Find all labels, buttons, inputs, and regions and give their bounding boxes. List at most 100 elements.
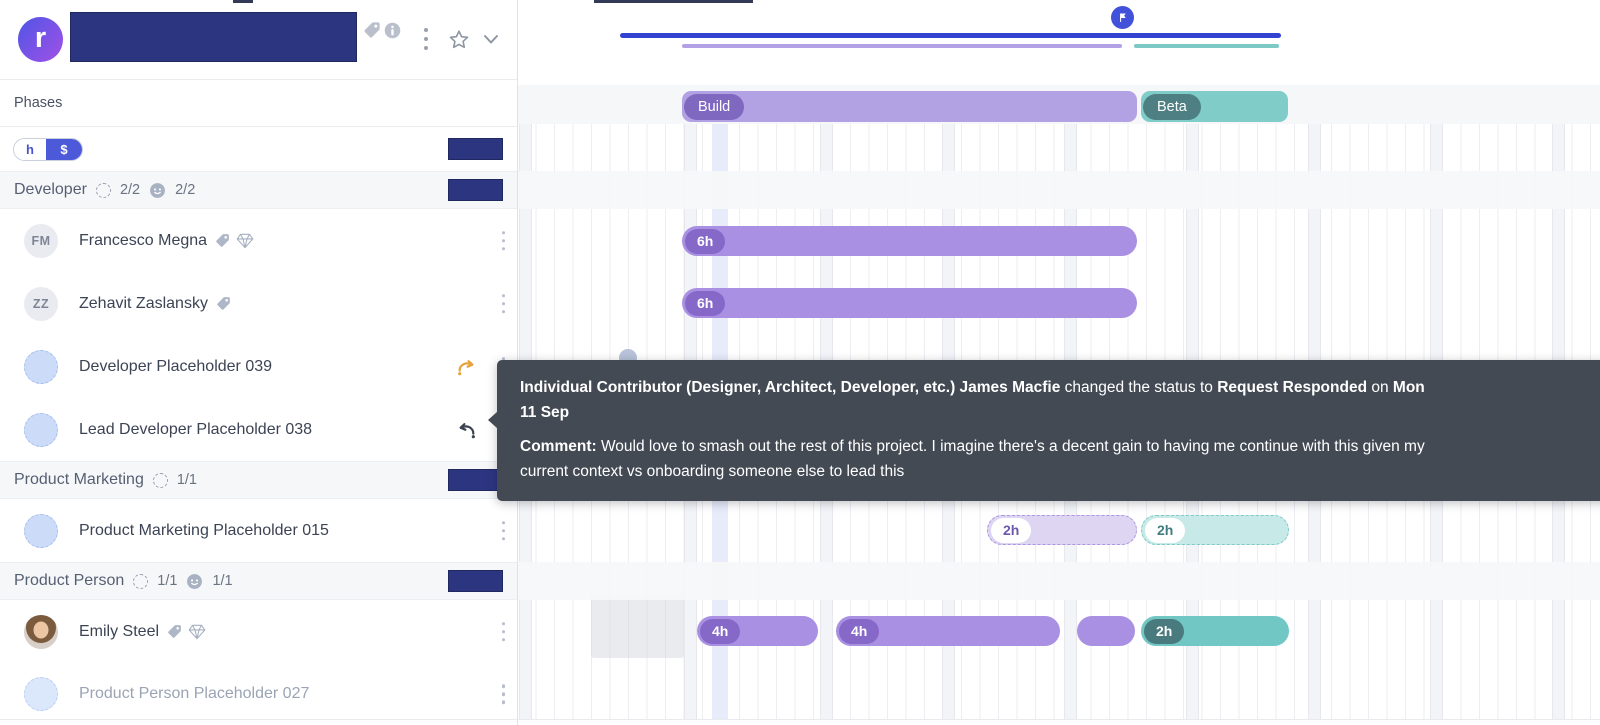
top-edge-segment (233, 0, 253, 3)
toggle-hours[interactable]: h (14, 138, 46, 160)
phases-row: Phases (0, 80, 517, 127)
row-menu-button[interactable] (501, 684, 505, 704)
redacted-total-value (448, 179, 503, 201)
phase-label-beta: Beta (1143, 93, 1201, 120)
phase-bar-beta[interactable]: Beta (1141, 91, 1288, 122)
avatar: ZZ (24, 286, 58, 321)
person-row-zehavit: ZZ Zehavit Zaslansky (0, 272, 517, 335)
person-name: Developer Placeholder 039 (79, 357, 273, 375)
section-label: Product Person (14, 572, 125, 589)
row-menu-button[interactable] (501, 621, 505, 642)
section-band-developer (518, 171, 1600, 209)
member-count: 1/1 (212, 573, 233, 589)
assignment-bar-emily-4[interactable]: 2h (1141, 616, 1289, 646)
tag-icon[interactable] (363, 21, 381, 39)
member-count: 2/2 (175, 182, 196, 198)
view-toggle-row: h $ (0, 127, 517, 171)
phase-label-build: Build (684, 93, 745, 120)
avatar-photo (24, 614, 58, 649)
placeholder-count: 1/1 (157, 573, 178, 589)
placeholder-count: 2/2 (119, 182, 141, 198)
placeholder-avatar (24, 513, 58, 548)
placeholder-avatar (24, 349, 58, 384)
person-row-pm-placeholder-015: Product Marketing Placeholder 015 (0, 499, 517, 562)
placeholder-avatar (24, 677, 58, 711)
project-menu-button[interactable] (424, 28, 428, 50)
person-row-francesco: FM Francesco Megna (0, 209, 517, 272)
section-header-product-marketing[interactable]: Product Marketing 1/1 (0, 461, 517, 499)
star-icon[interactable] (447, 28, 471, 52)
assignment-hours-label: 2h (991, 517, 1032, 543)
build-phase-mini-line (682, 44, 1122, 48)
beta-phase-mini-line (1134, 44, 1279, 48)
row-menu-button[interactable] (501, 293, 505, 314)
hours-money-toggle: h $ (13, 137, 83, 161)
placeholder-count-icon (152, 472, 168, 488)
forward-arrow-icon[interactable] (456, 356, 477, 377)
tag-icon (216, 234, 229, 247)
assignment-bar-francesco[interactable]: 6h (682, 226, 1137, 256)
placeholder-count-icon (133, 573, 149, 589)
reply-arrow-icon[interactable] (456, 419, 477, 440)
assignment-bar-emily-3[interactable] (1077, 616, 1135, 646)
redacted-total-value (448, 469, 503, 491)
assignment-hours-label: 6h (685, 290, 726, 316)
avatar: FM (24, 223, 58, 258)
runn-logo: r (18, 17, 63, 62)
person-name: Emily Steel (79, 622, 160, 640)
time-off-block (591, 594, 684, 658)
toggle-money[interactable]: $ (46, 138, 82, 160)
project-header: r (0, 0, 517, 80)
placeholder-count-icon (95, 182, 111, 198)
diamond-icon (188, 624, 206, 639)
section-header-product-person[interactable]: Product Person 1/1 1/1 (0, 562, 517, 600)
placeholder-avatar (24, 412, 58, 447)
assignment-hours-label: 4h (839, 618, 880, 644)
top-edge-segment (594, 0, 753, 3)
assignment-hours-label: 6h (685, 228, 726, 254)
assignment-hours-label: 2h (1144, 618, 1185, 644)
person-name: Lead Developer Placeholder 038 (79, 420, 313, 438)
person-name: Product Marketing Placeholder 015 (79, 521, 329, 539)
tooltip-arrow (488, 412, 497, 428)
assignment-bar-pm015-build[interactable]: 2h (987, 515, 1137, 545)
assignment-bar-zehavit[interactable]: 6h (682, 288, 1137, 318)
section-band-product-person (518, 562, 1600, 600)
section-label: Developer (14, 181, 87, 198)
tag-icon (168, 625, 181, 638)
flag-icon (1120, 13, 1126, 22)
assignment-bar-emily-2[interactable]: 4h (836, 616, 1060, 646)
redacted-total-value (448, 138, 503, 160)
person-face-icon (187, 573, 203, 589)
info-icon[interactable] (384, 22, 401, 39)
redacted-total-value (448, 570, 503, 592)
phase-bar-build[interactable]: Build (682, 91, 1137, 122)
diamond-icon (236, 233, 254, 248)
status-change-tooltip: Individual Contributor (Designer, Archit… (497, 360, 1600, 502)
assignment-bar-emily-1[interactable]: 4h (697, 616, 818, 646)
list-bottom-divider (0, 719, 1600, 720)
person-row-emily: Emily Steel (0, 600, 517, 663)
chevron-down-icon[interactable] (483, 34, 499, 45)
section-label: Product Marketing (14, 471, 144, 488)
row-menu-button[interactable] (501, 520, 505, 541)
row-menu-button[interactable] (501, 230, 505, 251)
person-name: Zehavit Zaslansky (79, 294, 208, 312)
tooltip-comment-line: Comment: Would love to smash out the res… (520, 438, 1425, 481)
tag-icon (217, 297, 230, 310)
person-row-pp-placeholder-027: Product Person Placeholder 027 (0, 663, 517, 725)
person-row-lead-dev-placeholder-038: Lead Developer Placeholder 038 (0, 398, 517, 461)
assignment-hours-label: 2h (1145, 517, 1186, 543)
person-name: Product Person Placeholder 027 (79, 685, 310, 702)
assignment-hours-label: 4h (700, 618, 741, 644)
person-face-icon (150, 182, 166, 198)
person-name: Francesco Megna (79, 231, 208, 249)
project-duration-line (620, 33, 1281, 38)
placeholder-count: 1/1 (176, 472, 198, 488)
assignment-bar-pm015-beta[interactable]: 2h (1141, 515, 1289, 545)
milestone-flag-marker[interactable] (1111, 6, 1134, 29)
phases-label: Phases (14, 95, 63, 111)
tooltip-status-line: Individual Contributor (Designer, Archit… (520, 379, 1425, 422)
section-header-developer[interactable]: Developer 2/2 2/2 (0, 171, 517, 209)
